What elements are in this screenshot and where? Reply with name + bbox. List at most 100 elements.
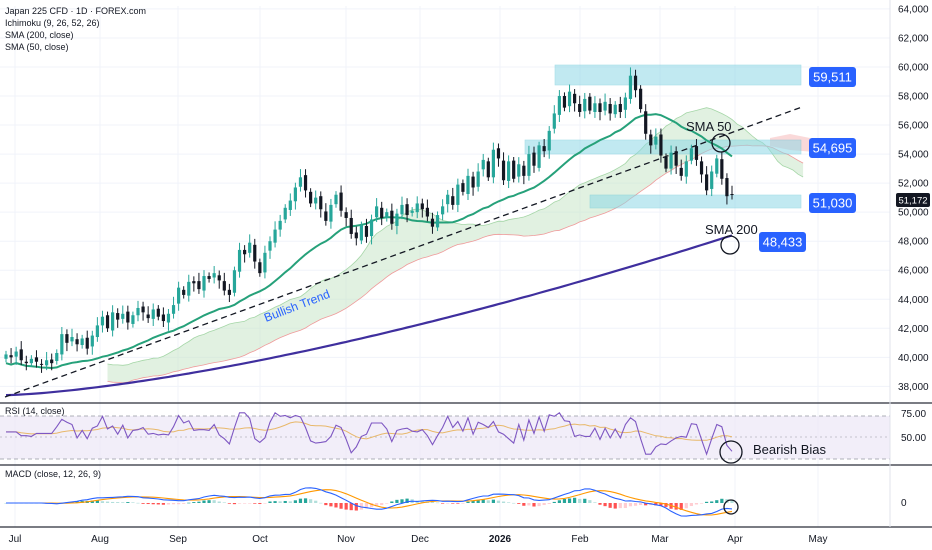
candle-body	[674, 151, 678, 166]
candle-body	[65, 334, 69, 343]
macd-bar	[375, 503, 379, 507]
macd-bar	[212, 500, 216, 503]
candle-body	[608, 104, 612, 114]
macd-bar	[126, 502, 130, 503]
macd-bar	[481, 499, 485, 503]
candle-body	[730, 194, 734, 196]
candle-body	[476, 171, 480, 187]
candle-body	[679, 167, 683, 176]
sma-50-circle	[711, 133, 731, 153]
macd-bar	[95, 500, 99, 503]
candle-body	[567, 91, 572, 107]
candle-body	[232, 270, 237, 293]
candle-body	[298, 177, 303, 187]
macd-bar	[344, 503, 348, 510]
candle-body	[197, 281, 201, 290]
current-price-tag	[896, 193, 930, 207]
candle-body	[105, 315, 110, 329]
rsi-circle	[719, 440, 743, 464]
macd-bar	[628, 503, 633, 507]
macd-bar	[405, 498, 409, 503]
candle-body	[278, 220, 282, 230]
macd-bar	[105, 501, 110, 503]
macd-bar	[177, 503, 181, 505]
y-tick-label: 40,000	[898, 353, 929, 364]
candle-body	[451, 196, 455, 205]
macd-bar	[293, 500, 297, 503]
candle-body	[705, 174, 709, 191]
candle-body	[268, 241, 272, 251]
y-tick-label: 44,000	[898, 295, 929, 306]
macd-histogram	[4, 497, 734, 511]
sma-50-label: SMA 50	[686, 119, 732, 134]
macd-bar	[258, 503, 262, 504]
candle-body	[4, 354, 8, 359]
macd-bar	[111, 501, 115, 503]
candle-body	[131, 315, 135, 324]
candle-body	[75, 339, 79, 345]
candle-body	[187, 281, 191, 296]
candle-body	[496, 148, 501, 159]
current-price-label: 51,172	[898, 196, 927, 207]
candle-body	[557, 96, 561, 115]
macd-bar	[263, 503, 267, 504]
macd-bar	[633, 503, 638, 506]
macd-bar	[309, 499, 313, 503]
candle-body	[334, 194, 338, 205]
level-badge	[809, 67, 856, 87]
macd-bar	[100, 501, 105, 503]
x-tick-label: Aug	[91, 534, 109, 545]
macd-bar	[542, 503, 546, 506]
macd-bar	[583, 498, 587, 503]
macd-bar	[517, 503, 521, 504]
candle-body	[385, 212, 389, 218]
rsi-tick-50: 50.00	[901, 433, 926, 444]
macd-bar	[552, 501, 556, 503]
candle-body	[166, 313, 171, 323]
candle-body	[349, 217, 353, 234]
macd-bar	[319, 502, 323, 504]
macd-bar	[456, 503, 460, 504]
candle-body	[649, 134, 653, 146]
candle-body	[85, 337, 89, 349]
candle-body	[19, 349, 23, 361]
candle-body	[562, 96, 567, 108]
candle-body	[161, 314, 165, 322]
x-tick-label: Apr	[727, 534, 743, 545]
candle-body	[192, 281, 196, 284]
x-tick-label: Dec	[411, 534, 429, 545]
macd-bar	[715, 500, 719, 503]
macd-bar	[400, 499, 404, 503]
candle-body	[156, 308, 160, 317]
macd-bar	[303, 498, 308, 503]
macd-bar	[573, 497, 577, 503]
macd-bar	[161, 503, 165, 505]
macd-bar	[588, 500, 592, 503]
candle-body	[116, 313, 120, 320]
macd-signal-line	[6, 489, 733, 516]
candle-body	[628, 75, 633, 99]
level-badge-label: 59,511	[813, 70, 852, 85]
macd-bar	[522, 503, 526, 506]
macd-bar	[283, 500, 287, 503]
macd-bar	[644, 503, 648, 506]
candle-body	[319, 196, 323, 210]
candle-body	[578, 104, 582, 112]
candle-body	[202, 276, 206, 291]
candle-body	[527, 154, 531, 176]
macd-bar	[121, 502, 125, 503]
rsi-line	[6, 412, 733, 456]
y-tick-label: 56,000	[898, 121, 929, 132]
macd-bar	[730, 500, 734, 503]
candle-body	[405, 204, 409, 216]
y-tick-label: 54,000	[898, 150, 929, 161]
macd-bar	[146, 503, 150, 505]
candle-body	[441, 206, 445, 215]
macd-bar	[288, 501, 292, 503]
candle-body	[90, 335, 94, 347]
macd-bar	[705, 501, 709, 503]
macd-bar	[593, 502, 597, 503]
macd-bar	[243, 503, 247, 504]
candle-body	[425, 207, 429, 217]
legend-sma-50: SMA (50, close)	[5, 42, 69, 52]
